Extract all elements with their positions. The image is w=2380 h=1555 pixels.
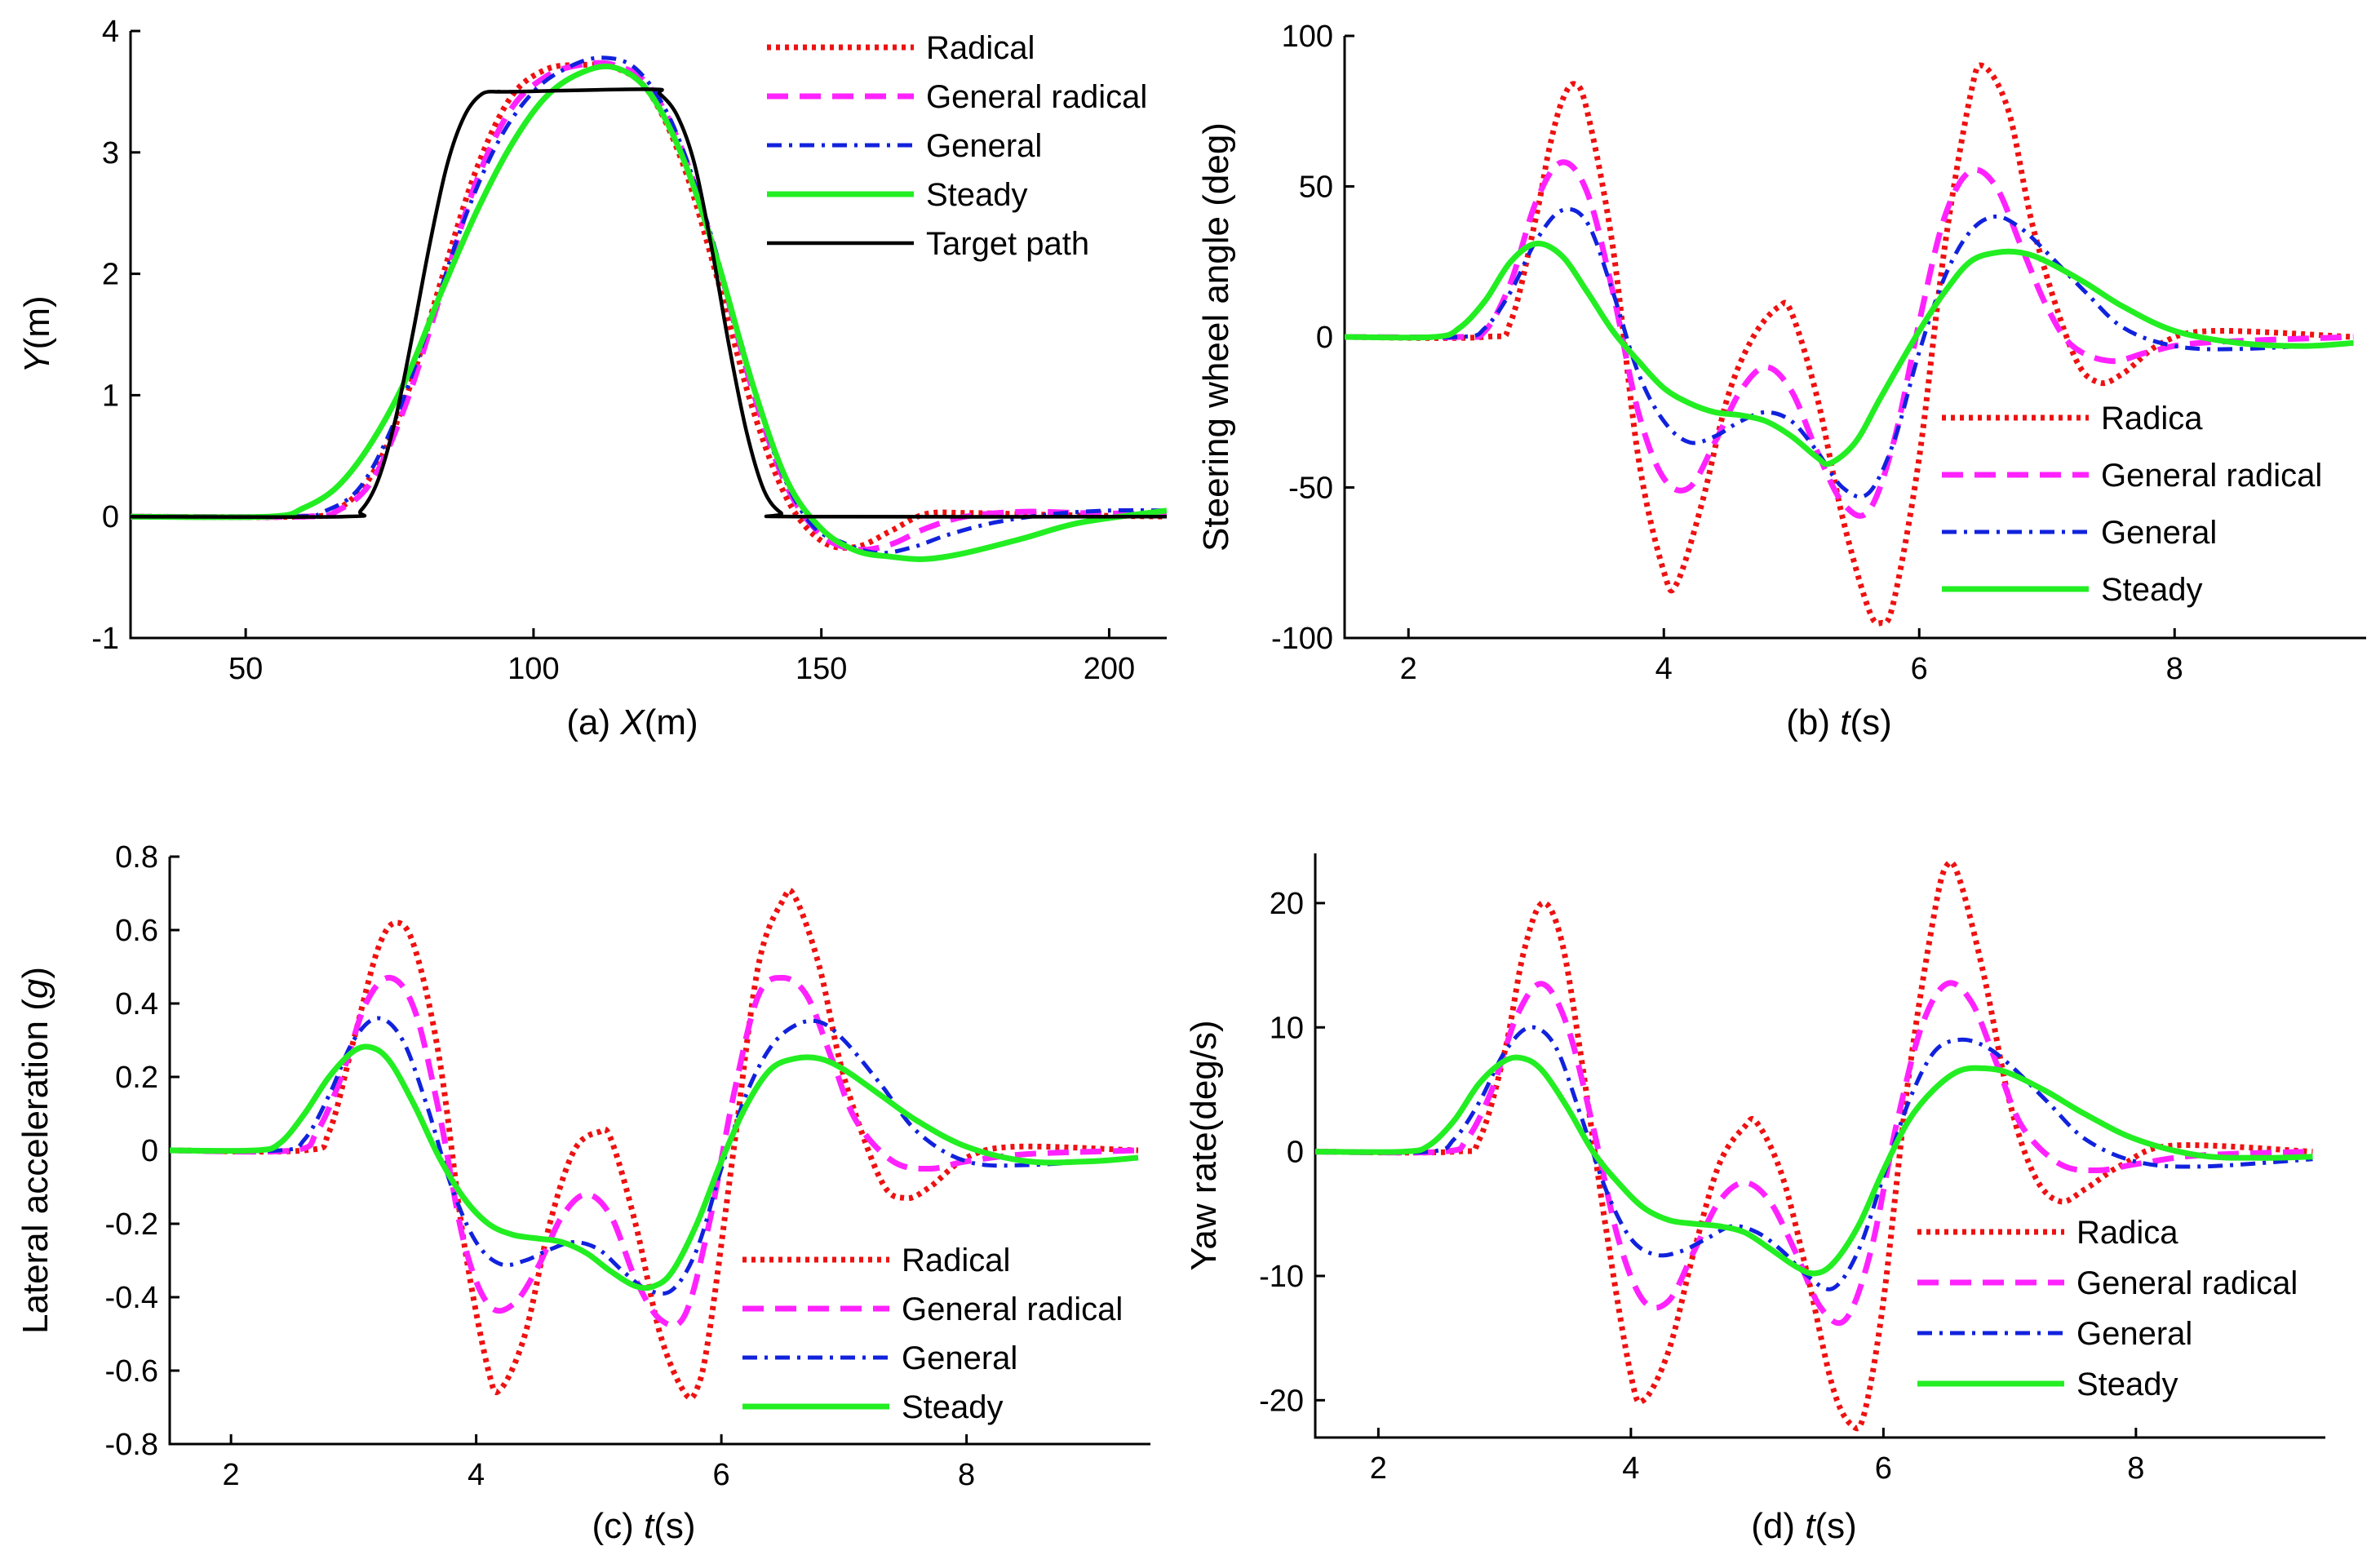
- y-tick-label: -0.6: [105, 1354, 158, 1389]
- series-line-general_radical: [1315, 980, 2313, 1327]
- series-line-general: [1345, 206, 2354, 499]
- panel-label: (d): [1751, 1506, 1805, 1546]
- y-tick-label: 50: [1299, 171, 1333, 205]
- axes-frame: [129, 31, 1167, 640]
- series-line-target: [131, 87, 1167, 519]
- y-tick-label: 0.4: [115, 987, 158, 1021]
- y-axis-label: Steering wheel angle (deg): [1196, 122, 1236, 552]
- x-tick-label: 2: [1400, 652, 1417, 686]
- y-tick-label: -20: [1259, 1384, 1304, 1418]
- y-tick-label: 20: [1270, 887, 1304, 921]
- x-axis-title: X(m): [619, 702, 698, 742]
- legend: Radica General radical General Steady: [1917, 1215, 2298, 1402]
- panel-label: (c): [592, 1506, 644, 1546]
- legend-label: Steady: [926, 177, 1028, 213]
- y-tick-label: -50: [1288, 472, 1333, 506]
- legend-label: General radical: [2101, 458, 2322, 494]
- legend-label: Steady: [902, 1389, 1004, 1425]
- series-line-general: [1315, 1025, 2313, 1291]
- legend-label: Steady: [2101, 572, 2203, 608]
- panel-b-chart: 2 4 6 8 -100 -50 0 50 100 (b) t(s) Steering wheel …: [1196, 20, 2366, 742]
- x-tick-label: 4: [468, 1458, 485, 1492]
- y-tick-label: 100: [1282, 20, 1333, 54]
- series-line-steady: [1345, 240, 2354, 467]
- legend: Radical General radical General Steady: [742, 1243, 1123, 1425]
- legend-label: General: [926, 128, 1042, 164]
- y-tick-label: 4: [102, 15, 119, 49]
- x-tick-label: 150: [796, 652, 847, 686]
- y-tick-label: 1: [102, 379, 119, 413]
- y-tick-label: -0.2: [105, 1207, 158, 1242]
- x-axis-title: t(s): [1805, 1506, 1857, 1546]
- series-line-general: [131, 55, 1167, 556]
- x-tick-label: 8: [2166, 652, 2183, 686]
- x-tick-label: 2: [1370, 1451, 1387, 1486]
- y-tick-label: -100: [1271, 622, 1333, 656]
- axes-frame: [1314, 853, 2325, 1439]
- legend-label: General radical: [2076, 1265, 2298, 1301]
- panel-a-chart: 50 100 150 200 -1 0 1 2 3 4 (a) X(m) Y(m) Radical Gen…: [17, 15, 1167, 742]
- y-tick-label: 10: [1270, 1011, 1304, 1045]
- y-tick-label: 3: [102, 136, 119, 171]
- x-axis-title: t(s): [1840, 702, 1892, 742]
- y-axis-label: Lateral acceleration (g): [16, 967, 55, 1334]
- y-tick-label: 0.8: [115, 840, 158, 875]
- x-tick-label: 8: [2127, 1451, 2144, 1486]
- y-tick-label: 0.6: [115, 914, 158, 948]
- series-line-steady: [131, 63, 1167, 562]
- x-tick-label: 2: [223, 1458, 240, 1492]
- x-axis-label: (c) t(s): [592, 1506, 695, 1546]
- legend-label: General radical: [902, 1291, 1123, 1327]
- series-line-radical: [170, 887, 1139, 1402]
- legend-label: Steady: [2076, 1367, 2178, 1402]
- y-tick-label: 0: [102, 500, 119, 534]
- y-tick-label: 2: [102, 258, 119, 292]
- series-line-general_radical: [170, 974, 1139, 1329]
- y-tick-label: -1: [91, 622, 119, 656]
- legend-label: Target path: [926, 226, 1089, 262]
- x-tick-label: 6: [1875, 1451, 1892, 1486]
- x-tick-label: 100: [507, 652, 559, 686]
- legend-label: General: [2101, 515, 2217, 551]
- panel-label: (a): [566, 702, 620, 742]
- x-axis-label: (d) t(s): [1751, 1506, 1857, 1546]
- y-tick-label: -0.4: [105, 1281, 158, 1315]
- legend-label: Radica: [2101, 401, 2203, 436]
- x-tick-label: 6: [1911, 652, 1928, 686]
- y-tick-label: 0: [141, 1134, 158, 1168]
- y-tick-label: 0: [1287, 1136, 1304, 1170]
- y-tick-label: -10: [1259, 1260, 1304, 1294]
- legend-label: General: [902, 1340, 1017, 1376]
- x-tick-label: 4: [1622, 1451, 1639, 1486]
- y-tick-label: 0.2: [115, 1061, 158, 1095]
- x-tick-label: 8: [958, 1458, 975, 1492]
- y-tick-label: -0.8: [105, 1428, 158, 1462]
- series-line-general_radical: [1345, 159, 2354, 519]
- x-tick-label: 50: [228, 652, 263, 686]
- x-axis-label: (b) t(s): [1786, 702, 1892, 742]
- legend-label: General: [2076, 1316, 2192, 1352]
- series-line-steady: [1315, 1054, 2313, 1277]
- x-tick-label: 200: [1084, 652, 1135, 686]
- legend-label: Radica: [2076, 1215, 2178, 1251]
- x-axis-label: (a) X(m): [566, 702, 698, 742]
- series-line-steady: [170, 1043, 1139, 1291]
- y-axis-label: Yaw rate(deg/s): [1184, 1020, 1224, 1270]
- series-line-general: [170, 1016, 1139, 1296]
- legend: Radical General radical General Steady Targe…: [767, 30, 1147, 262]
- legend-label: General radical: [926, 79, 1147, 115]
- panel-c-chart: 2 4 6 8 -0.8 -0.6 -0.4 -0.2 0 0.2 0.4 0.6 0.8 (c) t(s…: [16, 840, 1150, 1546]
- panel-d-chart: 2 4 6 8 -20 -10 0 10 20 (d) t(s) Yaw rate(deg/s) Ra…: [1184, 853, 2325, 1546]
- y-tick-label: 0: [1316, 321, 1333, 355]
- y-axis-label: Y(m): [17, 295, 57, 373]
- legend-label: Radical: [926, 30, 1035, 66]
- x-tick-label: 6: [713, 1458, 730, 1492]
- x-axis-title: t(s): [644, 1506, 696, 1546]
- x-tick-label: 4: [1655, 652, 1673, 686]
- legend-label: Radical: [902, 1243, 1010, 1278]
- legend: Radica General radical General Steady: [1942, 401, 2322, 608]
- panel-label: (b): [1786, 702, 1840, 742]
